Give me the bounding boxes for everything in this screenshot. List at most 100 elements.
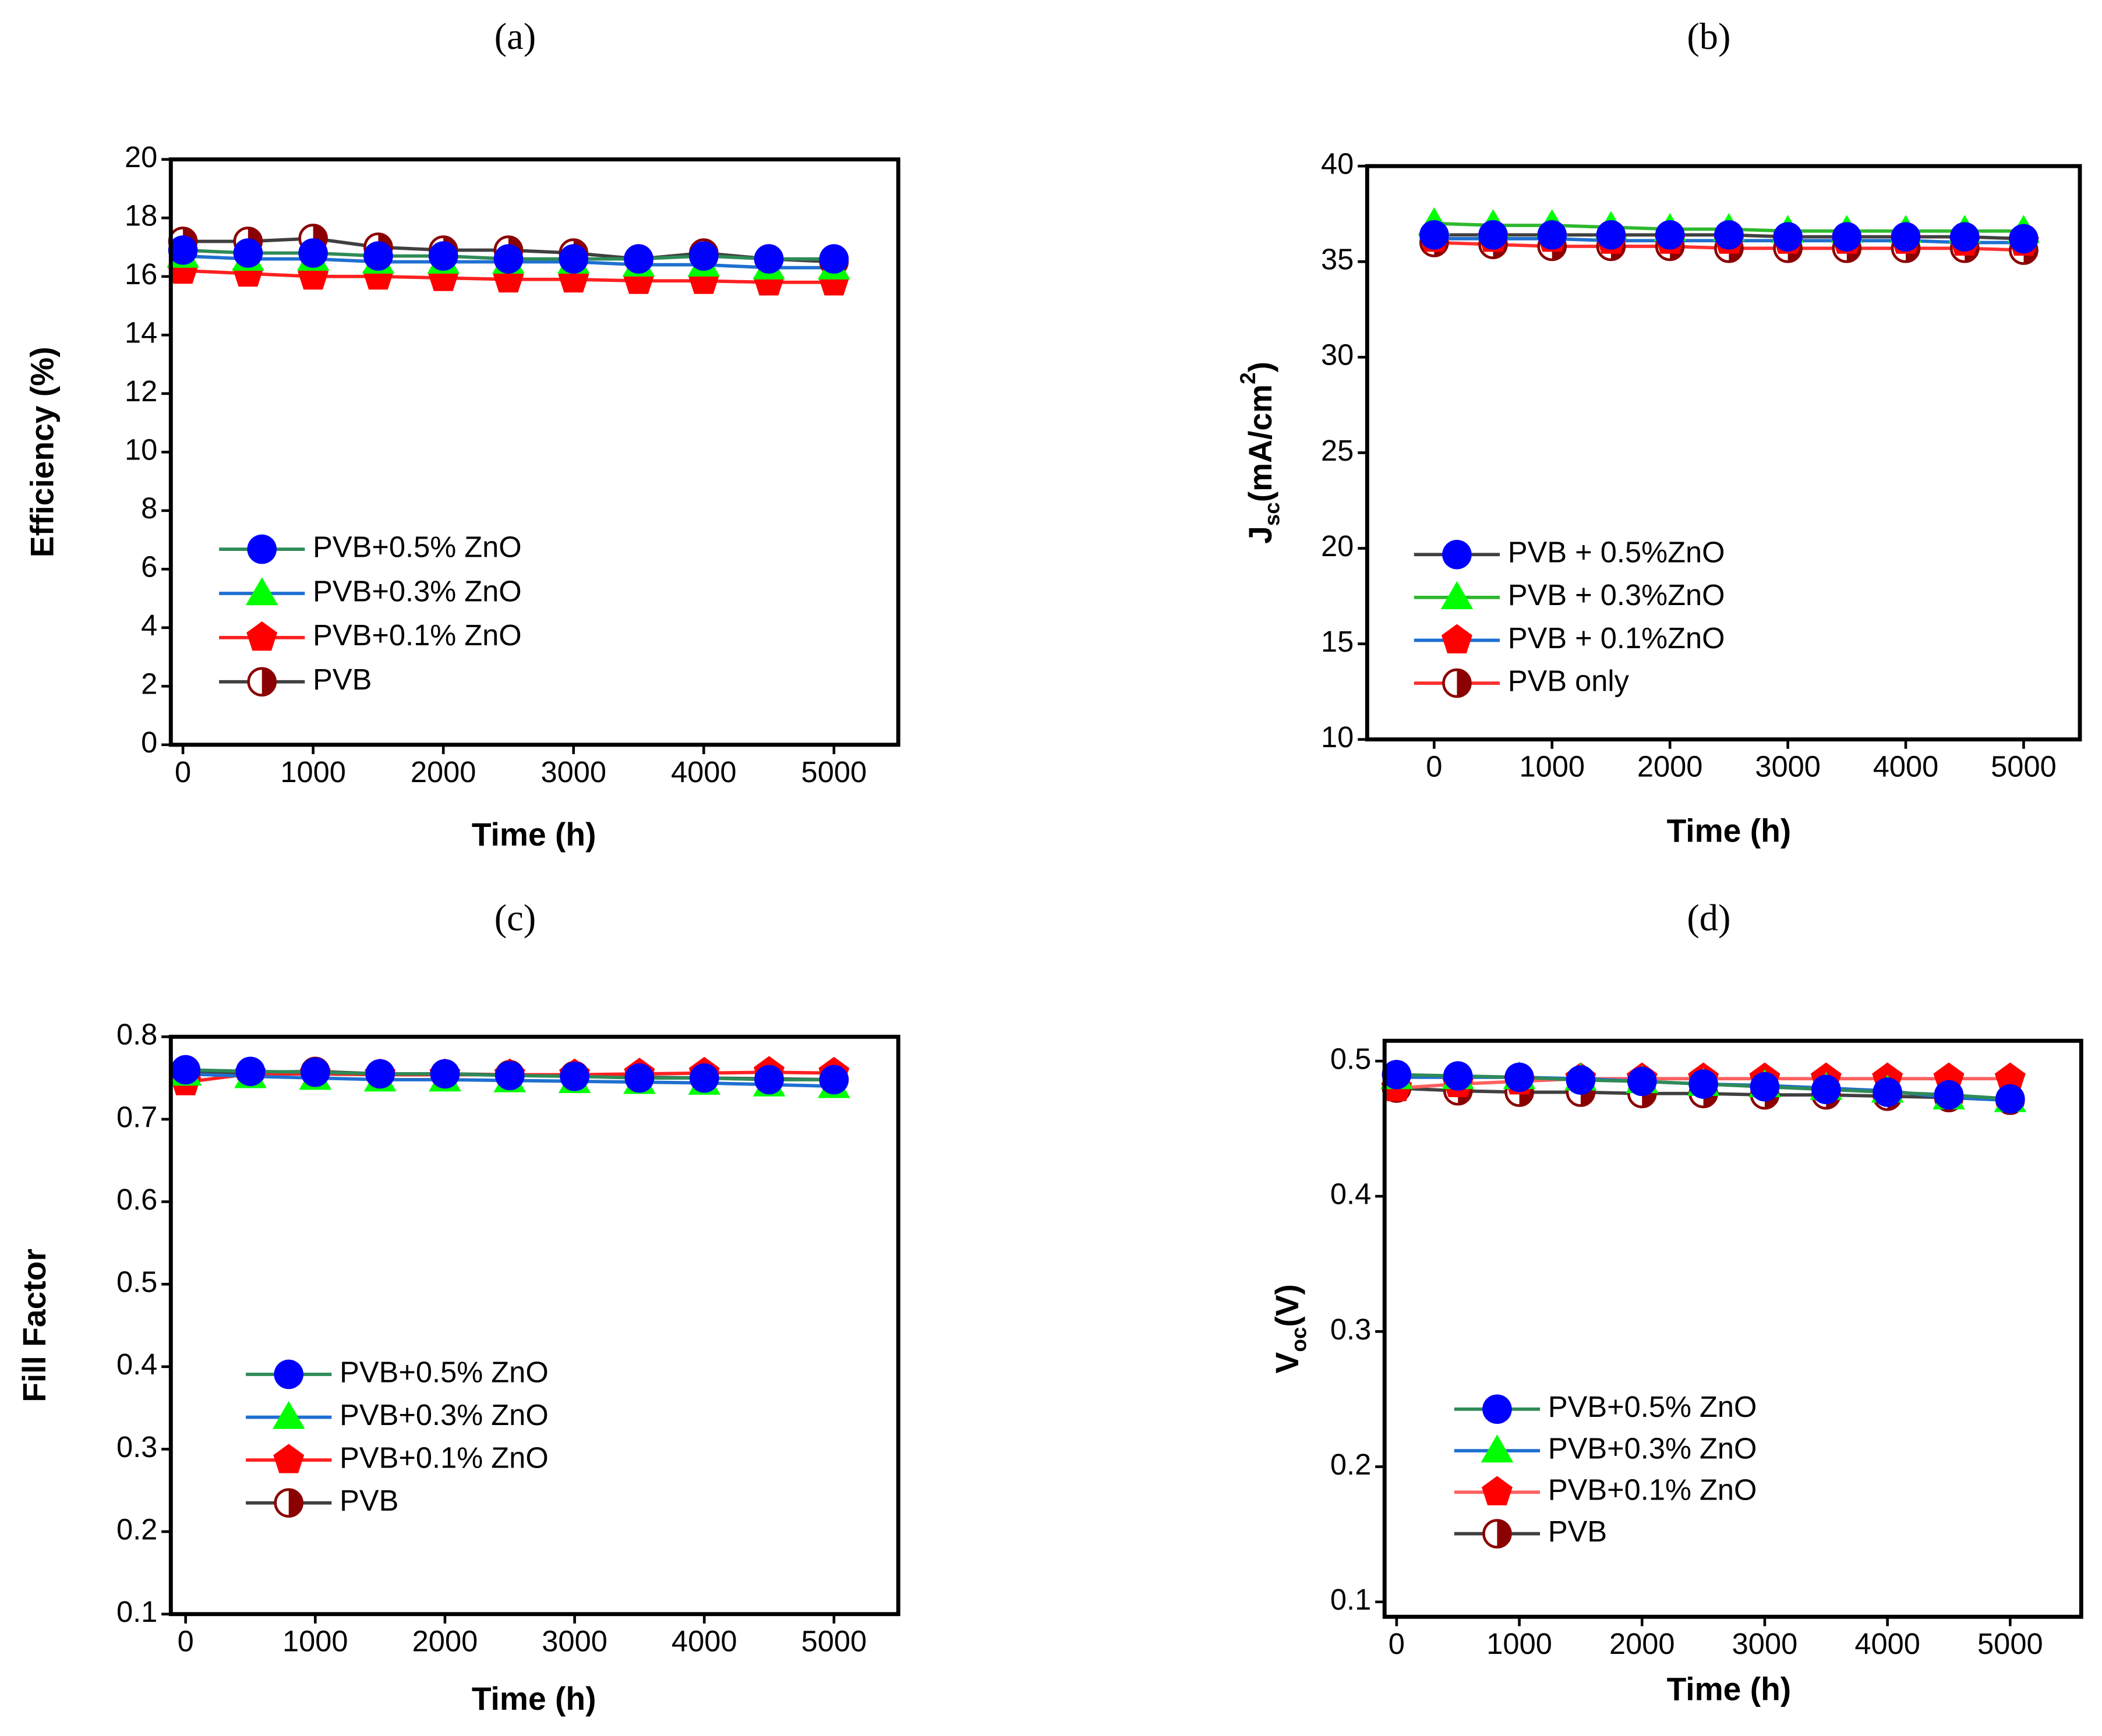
label-part: V — [1269, 1352, 1305, 1373]
marker — [168, 235, 198, 265]
plot-frame — [1365, 164, 2082, 742]
marker — [247, 534, 277, 564]
x-tick-label: 4000 — [1873, 750, 1939, 783]
x-tick-label: 4000 — [672, 1625, 737, 1658]
marker — [1655, 220, 1685, 250]
marker — [1995, 1084, 2025, 1114]
marker — [2009, 224, 2039, 254]
legend-label: PVB+0.3% ZnO — [340, 1398, 549, 1431]
y-tick-label: 14 — [125, 316, 157, 349]
y-tick-label: 18 — [125, 199, 157, 232]
legend-label: PVB+0.5% ZnO — [1548, 1390, 1757, 1423]
y-tick-label: 0.1 — [116, 1595, 157, 1628]
legend-label: PVB only — [1508, 664, 1630, 697]
y-tick-label: 0.4 — [1330, 1178, 1371, 1211]
x-axis-label: Time (h) — [1667, 1671, 1792, 1707]
marker — [171, 1055, 200, 1085]
x-tick-label: 2000 — [1609, 1627, 1675, 1660]
y-tick-label: 0.1 — [1330, 1583, 1371, 1616]
y-tick-label: 40 — [1321, 147, 1354, 181]
label-part: J — [1242, 526, 1278, 544]
marker-half — [1457, 670, 1471, 697]
marker — [1481, 1476, 1513, 1505]
label-part: oc — [1287, 1327, 1310, 1352]
label-part: (V) — [1269, 1284, 1305, 1327]
marker — [819, 1065, 849, 1095]
legend-label: PVB — [340, 1484, 398, 1517]
y-tick-label: 4 — [141, 609, 157, 642]
y-tick-label: 0.2 — [116, 1512, 157, 1546]
legend-label: PVB — [1548, 1515, 1607, 1548]
x-tick-label: 0 — [175, 755, 191, 789]
x-tick-label: 1000 — [282, 1625, 348, 1658]
legend-label: PVB+0.3% ZnO — [313, 574, 522, 607]
label-part: sc — [1260, 502, 1284, 526]
marker — [689, 1063, 719, 1093]
panel-title: (d) — [1687, 897, 1730, 938]
y-tick-label: 30 — [1321, 338, 1354, 372]
marker — [624, 1063, 655, 1093]
panel-title: (a) — [494, 16, 536, 57]
y-tick-label: 0.6 — [116, 1183, 157, 1216]
label-part: ) — [1242, 362, 1278, 372]
y-tick-label: 8 — [141, 492, 157, 525]
marker — [1566, 1065, 1596, 1095]
marker — [1478, 220, 1508, 250]
y-tick-label: 0.7 — [116, 1100, 157, 1133]
x-tick-label: 0 — [1389, 1627, 1405, 1660]
marker — [1440, 581, 1474, 610]
marker — [235, 1056, 266, 1087]
marker — [272, 1401, 305, 1429]
legend-label: PVB + 0.5%ZnO — [1508, 536, 1725, 569]
marker — [430, 1059, 460, 1089]
marker-half — [1497, 1520, 1511, 1547]
marker — [1627, 1066, 1657, 1097]
marker — [1891, 222, 1921, 252]
marker — [754, 244, 784, 274]
x-tick-label: 3000 — [1755, 750, 1821, 783]
plot-frame — [168, 1034, 900, 1617]
y-tick-label: 0.4 — [116, 1348, 157, 1381]
x-axis-label: Time (h) — [472, 1681, 596, 1717]
legend-label: PVB + 0.1%ZnO — [1508, 621, 1725, 655]
y-tick-label: 10 — [1321, 720, 1354, 754]
marker — [1504, 1062, 1534, 1092]
x-tick-label: 4000 — [1854, 1627, 1920, 1660]
marker — [245, 577, 278, 606]
marker — [559, 244, 589, 274]
marker — [819, 244, 849, 274]
y-axis-label: Voc(V) — [1269, 1284, 1311, 1373]
marker — [1382, 1059, 1412, 1090]
y-tick-label: 0.5 — [116, 1265, 157, 1299]
panel-title: (b) — [1687, 16, 1730, 57]
y-axis-label: Jsc(mA/cm2) — [1236, 362, 1284, 544]
marker — [1949, 222, 1980, 252]
x-tick-label: 0 — [1426, 750, 1442, 783]
x-tick-label: 2000 — [412, 1625, 478, 1658]
y-tick-label: 25 — [1321, 434, 1354, 467]
marker — [246, 621, 278, 651]
x-tick-label: 4000 — [671, 755, 737, 789]
marker — [1443, 1061, 1473, 1091]
x-tick-label: 2000 — [411, 755, 476, 789]
marker — [1481, 1434, 1514, 1463]
y-axis-label: Efficiency (%) — [24, 347, 61, 557]
y-tick-label: 10 — [125, 433, 157, 466]
marker — [1442, 539, 1472, 570]
marker — [1873, 1077, 1902, 1107]
legend-label: PVB + 0.3%ZnO — [1508, 578, 1725, 611]
plot-frame — [1382, 1038, 2083, 1619]
marker — [1714, 220, 1744, 250]
marker — [493, 244, 524, 274]
plot-frame — [168, 157, 900, 747]
y-tick-label: 0.3 — [116, 1430, 157, 1463]
marker-half — [288, 1489, 302, 1516]
legend-label: PVB+0.1% ZnO — [340, 1441, 549, 1475]
x-tick-label: 1000 — [280, 755, 346, 789]
marker — [428, 241, 458, 271]
marker — [1934, 1080, 1964, 1110]
marker — [1773, 222, 1803, 252]
legend-label: PVB+0.5% ZnO — [313, 530, 522, 563]
